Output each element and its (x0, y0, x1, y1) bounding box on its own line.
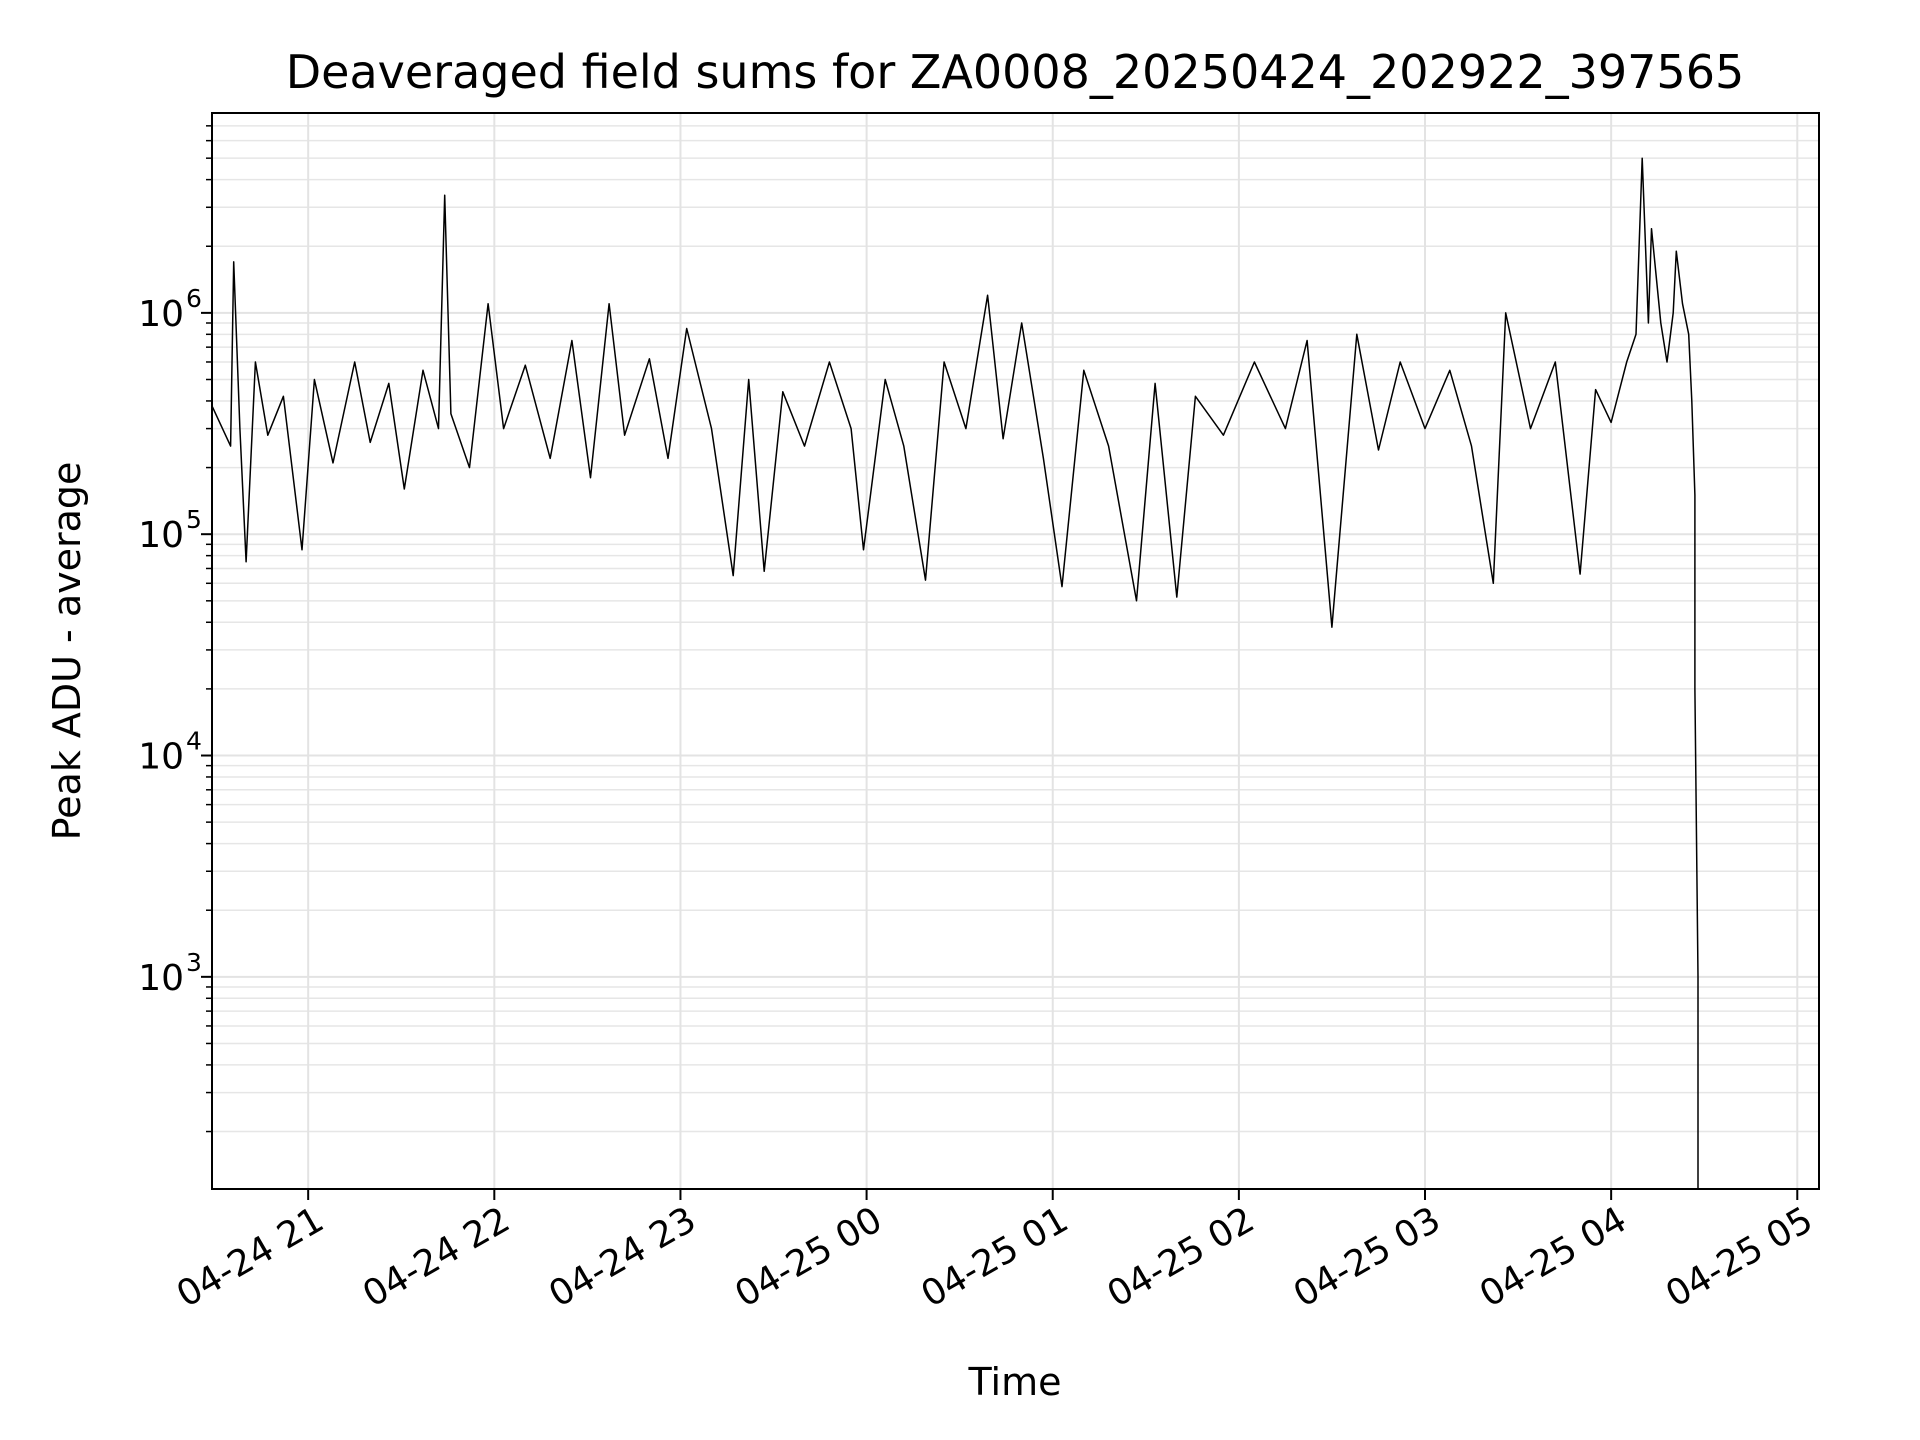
series-group (211, 157, 1699, 1189)
y-tick-label-exponent: 4 (186, 727, 202, 756)
y-tick-label-exponent: 6 (186, 284, 202, 313)
y-tick-label: 10 (138, 515, 184, 556)
y-tick-label: 10 (138, 294, 184, 335)
plot-frame (211, 112, 1820, 1190)
x-axis-label: Time (968, 1360, 1062, 1404)
y-axis-label: Peak ADU - average (45, 462, 89, 841)
y-tick-label: 10 (138, 958, 184, 999)
y-tick-label-exponent: 3 (186, 948, 202, 977)
chart-title: Deaveraged field sums for ZA0008_2025042… (286, 45, 1745, 99)
y-tick-label-exponent: 5 (186, 505, 202, 534)
series-line (211, 157, 1699, 1189)
y-tick-label: 10 (138, 737, 184, 778)
grid-lines (212, 113, 1819, 1189)
